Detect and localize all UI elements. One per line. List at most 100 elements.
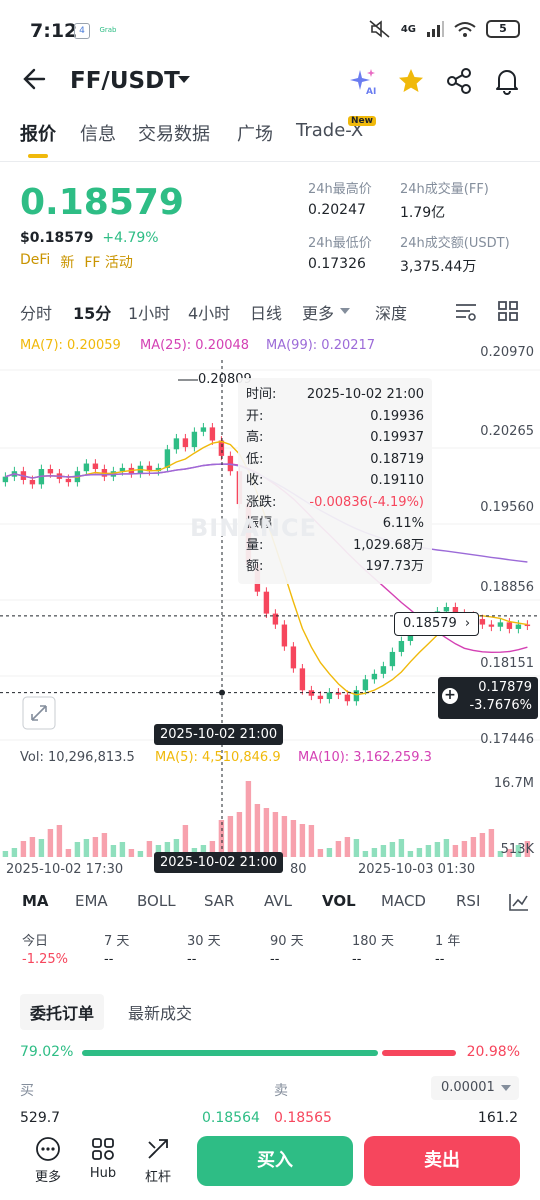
performance-label: 30 天 <box>187 934 221 949</box>
more-button[interactable]: 更多 <box>32 1136 64 1185</box>
interval-1h[interactable]: 1小时 <box>128 304 171 323</box>
tab-square[interactable]: 广场 <box>237 124 273 145</box>
interval-time[interactable]: 分时 <box>20 304 53 323</box>
indicator-rsi[interactable]: RSI <box>456 892 481 910</box>
indicator-chart-icon[interactable] <box>508 892 530 912</box>
tab-trade-x[interactable]: Trade-X <box>296 120 364 141</box>
performance-value: -- <box>352 952 362 967</box>
book-buy-price[interactable]: 0.18564 <box>202 1110 260 1126</box>
chart-settings-icon[interactable] <box>454 300 478 322</box>
leverage-button[interactable]: 杠杆 <box>142 1136 174 1185</box>
sell-ratio-bar <box>382 1050 456 1056</box>
interval-1d[interactable]: 日线 <box>250 304 283 323</box>
x-label-1: 80 <box>290 862 307 877</box>
kline-chart[interactable]: MA(7): 0.20059 MA(25): 0.20048 MA(99): 0… <box>0 330 540 880</box>
indicator-vol[interactable]: VOL <box>322 892 356 910</box>
stat-low-value: 0.17326 <box>308 256 366 272</box>
volume-bar <box>128 849 135 857</box>
battery-indicator: 5 <box>486 20 520 38</box>
app-notification-icon: 4 <box>74 23 90 39</box>
tab-order-book[interactable]: 委托订单 <box>20 994 105 1030</box>
candle-body <box>83 463 90 472</box>
crosshair-price-badge: + 0.17879 -3.7676% <box>438 677 538 719</box>
book-sell-price[interactable]: 0.18565 <box>274 1110 332 1126</box>
more-label: 更多 <box>34 1170 61 1185</box>
tab-info[interactable]: 信息 <box>80 124 116 145</box>
tooltip-key: 振幅: <box>246 516 277 531</box>
bottom-bar: 更多 Hub 杠杆 买入 卖出 <box>0 1130 540 1200</box>
tooltip-key: 高: <box>246 430 264 445</box>
expand-chart-icon[interactable] <box>22 696 56 730</box>
hub-button[interactable]: Hub <box>88 1136 118 1181</box>
volume-bar <box>254 804 261 857</box>
bell-icon[interactable] <box>492 66 522 96</box>
current-price-tag[interactable]: 0.18579 › <box>394 612 480 636</box>
volume-bar <box>344 837 351 857</box>
volume-bar <box>308 825 315 857</box>
volume-bar <box>398 839 405 857</box>
performance-value: -1.25% <box>22 952 68 967</box>
status-right: 4G 5 <box>369 20 520 38</box>
performance-cell: 7 天 -- <box>104 930 129 967</box>
wifi-icon <box>454 22 476 37</box>
tooltip-row: 振幅: 6.11% <box>246 513 424 535</box>
tag-defi[interactable]: DeFi <box>20 252 51 268</box>
candle-body <box>164 449 171 468</box>
tab-quote[interactable]: 报价 <box>20 124 56 145</box>
tag-new[interactable]: 新 <box>60 255 75 271</box>
tab-latest-trades[interactable]: 最新成交 <box>128 1004 193 1023</box>
stat-vol-usdt-value: 3,375.44万 <box>400 259 477 275</box>
volume-bar <box>74 842 81 857</box>
buy-button[interactable]: 买入 <box>197 1136 353 1186</box>
interval-4h[interactable]: 4小时 <box>188 304 231 323</box>
candle-body <box>200 427 207 432</box>
candle-body <box>119 467 126 472</box>
volume-bar <box>479 833 486 857</box>
back-arrow-icon[interactable] <box>22 66 48 92</box>
sell-button[interactable]: 卖出 <box>364 1136 520 1186</box>
share-icon[interactable] <box>444 66 474 96</box>
tab-trading-data[interactable]: 交易数据 <box>138 124 210 145</box>
candle-body <box>218 440 225 456</box>
candle-body <box>155 467 162 472</box>
performance-label: 90 天 <box>270 934 304 949</box>
layout-grid-icon[interactable] <box>497 300 519 322</box>
tooltip-value: 0.19110 <box>370 473 424 488</box>
chevron-down-icon[interactable] <box>178 76 190 83</box>
svg-text:AI: AI <box>366 87 376 96</box>
performance-value: -- <box>270 952 280 967</box>
add-alert-icon[interactable]: + <box>442 688 458 704</box>
ma25-legend: MA(25): 0.20048 <box>140 338 250 353</box>
performance-label: 7 天 <box>104 934 130 949</box>
tooltip-value: 6.11% <box>382 516 424 531</box>
favorite-star-icon[interactable] <box>396 66 426 96</box>
performance-cell: 今日 -1.25% <box>22 930 68 967</box>
candle-body <box>317 695 324 700</box>
binance-watermark: BINANCE <box>190 514 317 542</box>
volume-bar <box>488 829 495 857</box>
indicator-ma[interactable]: MA <box>22 892 49 910</box>
precision-select[interactable]: 0.00001 <box>431 1076 519 1100</box>
x-label-2: 2025-10-03 01:30 <box>358 862 476 877</box>
indicator-ema[interactable]: EMA <box>75 892 108 910</box>
ai-sparkle-icon[interactable]: AI <box>348 66 378 96</box>
indicator-avl[interactable]: AVL <box>264 892 292 910</box>
volume-bar <box>146 841 153 857</box>
interval-more[interactable]: 更多 <box>302 304 335 323</box>
y-label-2: 0.19560 <box>480 500 534 515</box>
price-change: +4.79% <box>102 230 159 246</box>
pair-title[interactable]: FF/USDT <box>70 68 180 94</box>
price-subline: $0.18579 +4.79% <box>20 230 159 246</box>
interval-15m[interactable]: 15分 <box>73 304 112 323</box>
indicator-boll[interactable]: BOLL <box>137 892 176 910</box>
tag-activity[interactable]: FF 活动 <box>84 255 133 271</box>
tooltip-value: 197.73万 <box>365 559 425 574</box>
candle-body <box>281 624 288 647</box>
volume-ma10: MA(10): 3,162,259.3 <box>298 750 432 765</box>
tooltip-key: 涨跌: <box>246 494 277 510</box>
interval-depth[interactable]: 深度 <box>375 304 408 323</box>
y-label-3: 0.18856 <box>480 580 534 595</box>
indicator-sar[interactable]: SAR <box>204 892 235 910</box>
indicator-macd[interactable]: MACD <box>381 892 426 910</box>
performance-label: 1 年 <box>435 934 461 949</box>
